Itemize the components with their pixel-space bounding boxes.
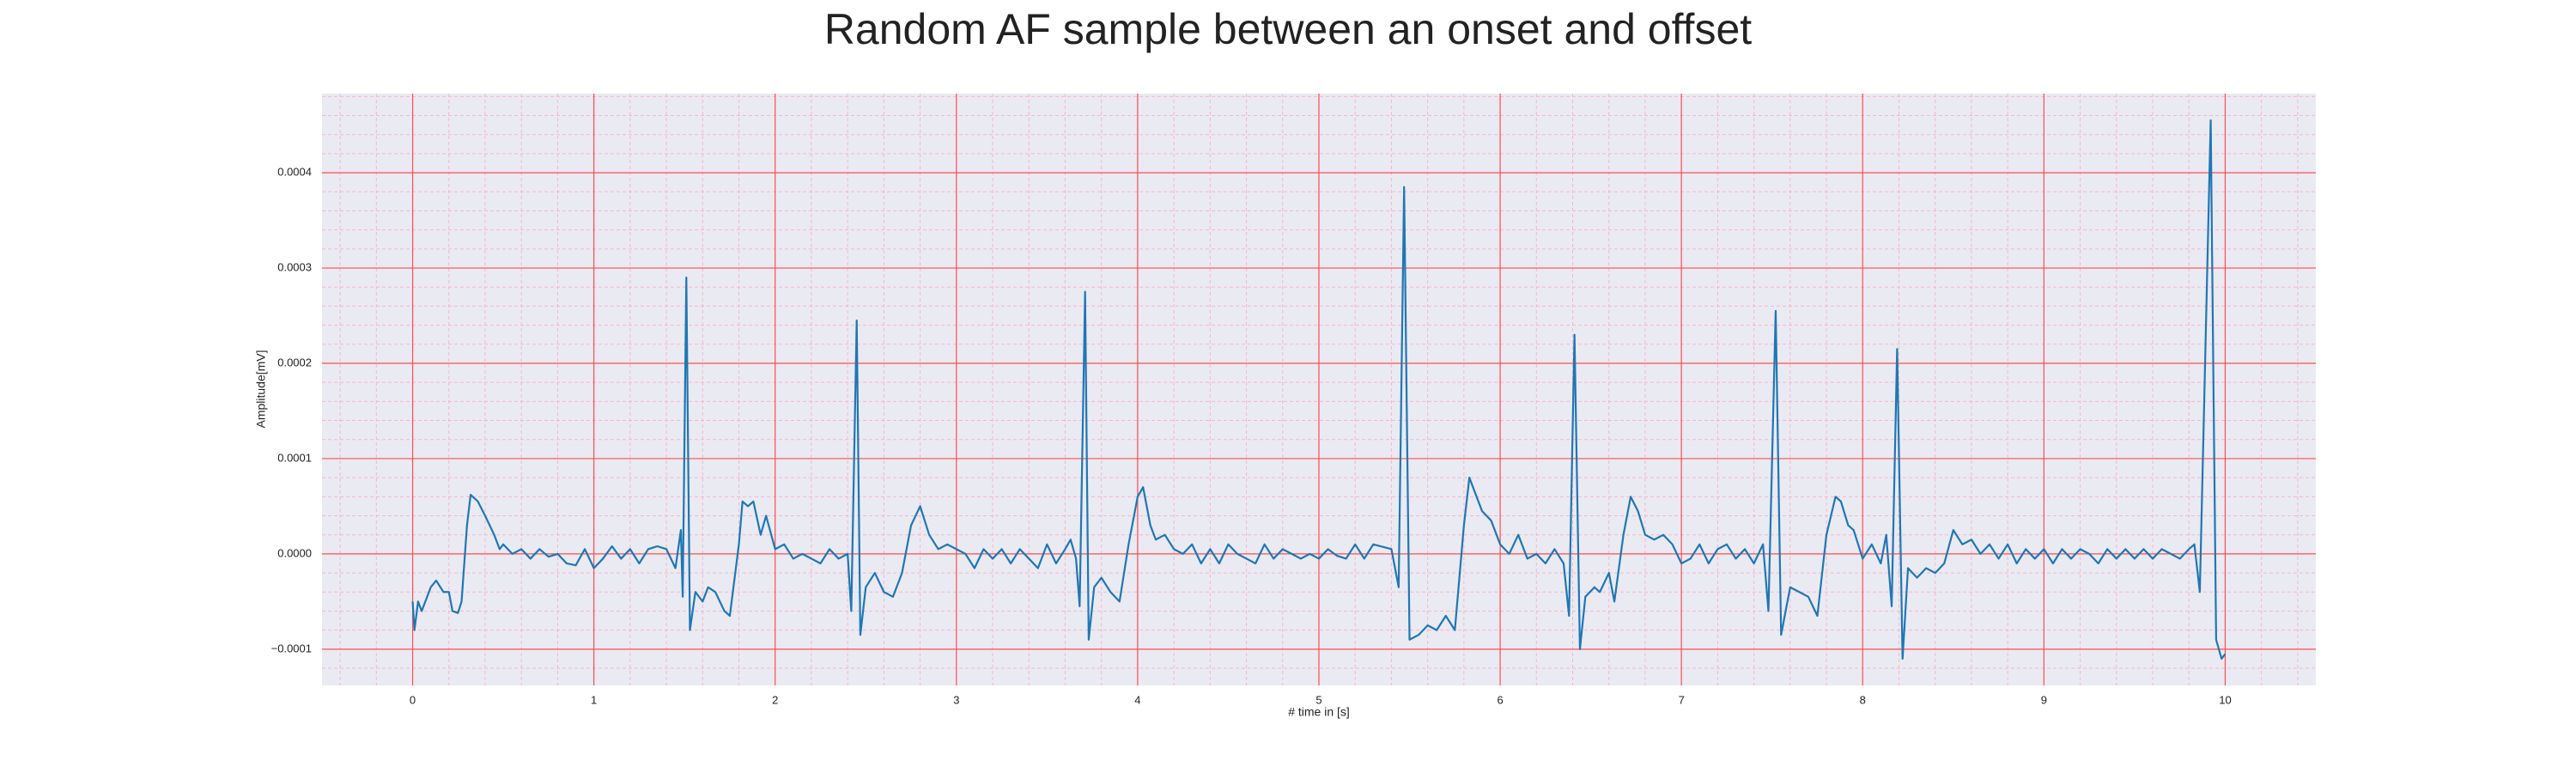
signal-line [411, 119, 2227, 660]
x-tick-label: 3 [953, 693, 959, 706]
y-tick-label: 0.0002 [277, 356, 312, 368]
x-tick-label: 10 [2219, 693, 2231, 706]
x-tick-label: 4 [1134, 693, 1140, 706]
x-tick-label: 6 [1497, 693, 1503, 706]
x-tick-label: 1 [591, 693, 597, 706]
y-tick-label: 0.0000 [277, 546, 312, 559]
x-tick-label: 9 [2041, 693, 2047, 706]
x-tick-label: 8 [1860, 693, 1866, 706]
y-tick-label: 0.0004 [277, 166, 312, 179]
x-tick-label: 7 [1679, 693, 1685, 706]
x-tick-label: 0 [410, 693, 416, 706]
y-tick-label: 0.0001 [277, 451, 312, 464]
y-tick-label: −0.0001 [271, 642, 312, 654]
y-tick-label: 0.0003 [277, 260, 312, 273]
x-axis-label: # time in [s] [1288, 705, 1350, 719]
x-tick-label: 2 [772, 693, 778, 706]
chart-title: Random AF sample between an onset and of… [824, 5, 1752, 53]
y-axis-label: Amplitude[mV] [254, 350, 268, 428]
x-tick-label: 5 [1315, 693, 1321, 706]
